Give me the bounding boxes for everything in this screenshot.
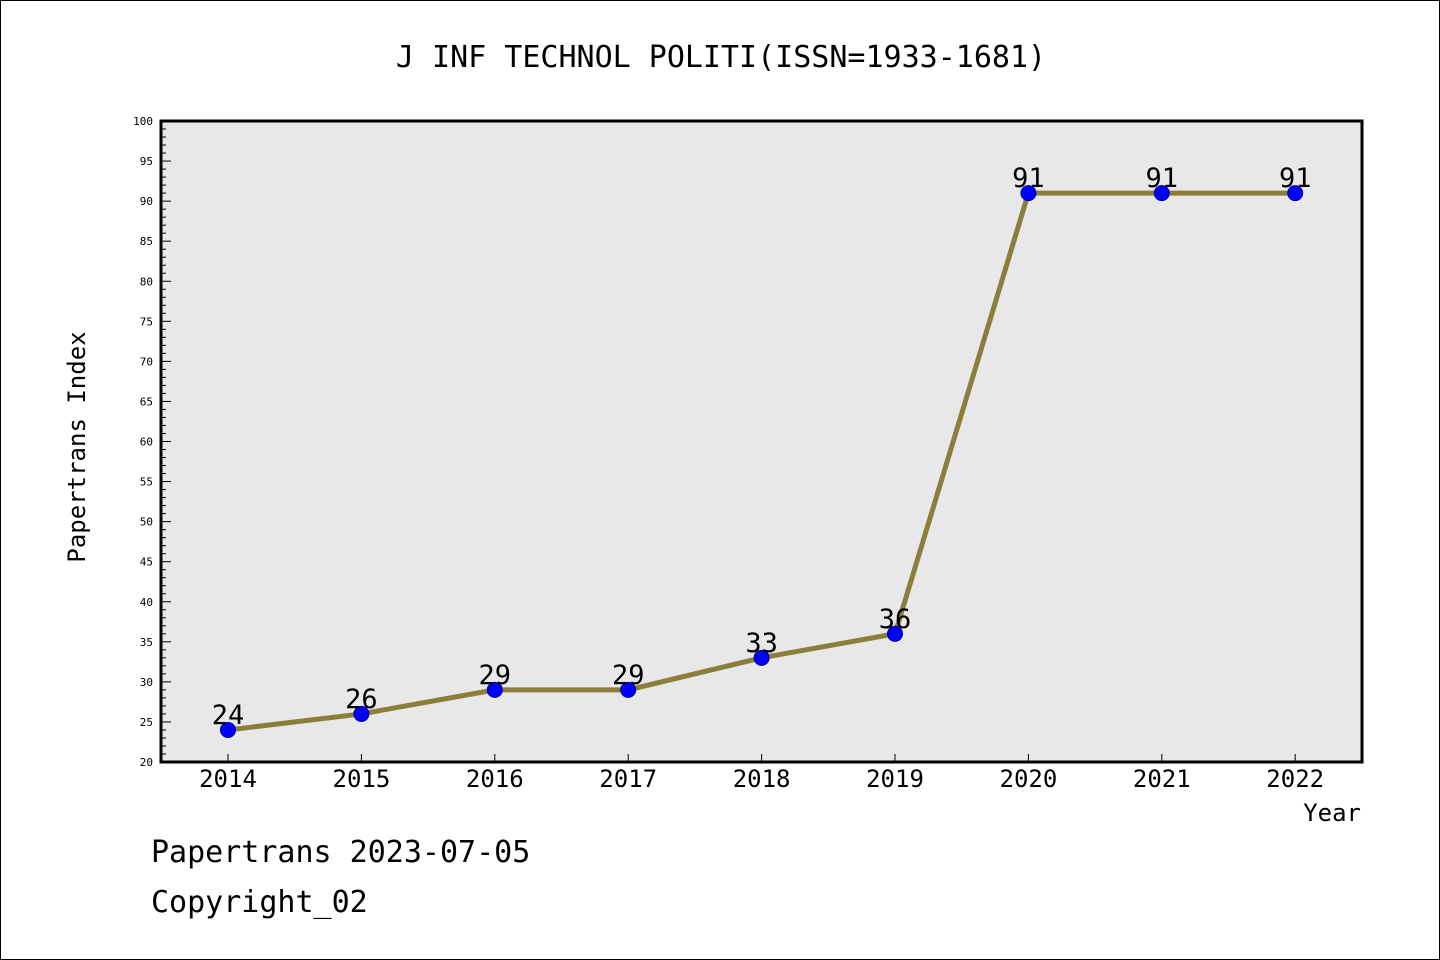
data-label: 91 [1146,163,1179,194]
data-label: 36 [879,604,912,635]
data-point [486,681,503,698]
y-tick-label: 75 [140,315,153,328]
series-papertrans-index: 24 26 29 29 33 36 91 91 91 [212,163,1312,738]
y-tick-label: 30 [140,676,153,689]
y-tick-label: 50 [140,516,153,529]
x-tick-label: 2015 [333,765,391,793]
y-tick-label: 95 [140,155,153,168]
data-point [1153,185,1170,202]
x-tick-label: 2021 [1133,765,1191,793]
data-label: 33 [745,628,778,659]
x-axis-ticks: 2014 2015 2016 2017 2018 2019 2020 2021 2022 [199,754,1324,793]
x-tick-label: 2018 [733,765,791,793]
x-tick-label: 2022 [1266,765,1324,793]
y-tick-label: 25 [140,716,153,729]
data-point [887,625,903,642]
x-tick-label: 2014 [199,765,257,793]
y-axis-label: Papertrans Index [63,331,91,562]
plot-area [159,119,1364,764]
y-axis-ticks: 20 25 30 35 40 45 50 55 60 65 70 75 80 85 90 95 100 [133,115,171,769]
footer-date-text: Papertrans 2023-07-05 [151,835,531,870]
x-tick-label: 2016 [466,765,524,793]
y-tick-label: 55 [140,476,153,489]
footer-copyright-text: Copyright_02 [151,885,368,920]
x-tick-label: 2017 [599,765,657,793]
x-axis-label: Year [1303,799,1361,827]
data-point [1287,185,1304,202]
y-tick-label: 90 [140,195,153,208]
y-tick-label: 35 [140,636,153,649]
data-label: 26 [345,684,378,715]
x-tick-label: 2020 [1000,765,1058,793]
y-tick-label: 70 [140,355,153,368]
y-tick-label: 20 [140,756,153,769]
data-label: 29 [479,660,512,691]
y-tick-label: 100 [133,115,153,128]
data-point [220,721,236,738]
y-tick-label: 65 [140,395,153,408]
data-point [1020,185,1037,202]
y-tick-label: 80 [140,275,153,288]
data-point [620,681,637,698]
y-tick-label: 40 [140,596,153,609]
y-tick-label: 45 [140,556,153,569]
chart-title: J INF TECHNOL POLITI(ISSN=1933-1681) [396,40,1046,75]
data-label: 91 [1279,163,1312,194]
data-label: 91 [1012,163,1045,194]
data-label: 24 [212,700,245,731]
data-point [753,649,770,666]
x-tick-label: 2019 [866,765,924,793]
data-point [353,705,370,722]
y-tick-label: 85 [140,235,153,248]
y-tick-label: 60 [140,436,153,449]
data-label: 29 [612,660,645,691]
